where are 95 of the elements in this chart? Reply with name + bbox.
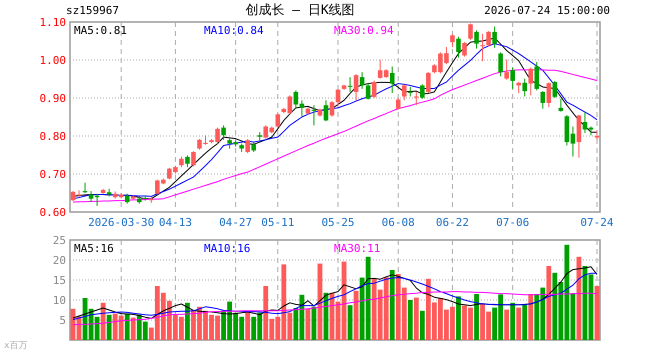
line-series xyxy=(72,291,598,326)
candlestick xyxy=(360,72,364,90)
candlestick xyxy=(498,52,503,77)
candlestick xyxy=(474,30,479,50)
candlestick xyxy=(462,42,467,58)
candlestick xyxy=(552,80,558,98)
candlestick xyxy=(372,80,376,98)
candlestick xyxy=(468,23,473,40)
candlestick xyxy=(528,67,534,96)
y-tick-label: 15 xyxy=(52,274,66,287)
candlestick xyxy=(426,72,431,94)
bar xyxy=(504,310,510,340)
text: 2026-07-24 15:00:00 xyxy=(484,4,610,17)
candlestick xyxy=(546,82,552,108)
bar xyxy=(576,256,582,340)
chart-title: 创成长 — 日K线图 xyxy=(245,3,355,18)
x-tick-label: 07-06 xyxy=(496,216,530,229)
bar xyxy=(516,308,522,340)
y-tick-label: 0.90 xyxy=(40,92,66,105)
candlestick xyxy=(348,76,352,92)
candlestick xyxy=(221,124,226,140)
candlestick xyxy=(390,66,395,94)
bar xyxy=(100,302,106,340)
y-tick-label: 5 xyxy=(59,314,66,327)
bar xyxy=(312,306,316,340)
candlestick xyxy=(522,78,528,97)
candlestick xyxy=(191,150,196,167)
candlestick xyxy=(251,142,256,152)
text: MA5:16 xyxy=(74,242,114,255)
bar xyxy=(318,264,322,340)
candlestick xyxy=(516,82,521,94)
candlestick xyxy=(456,36,461,58)
candlestick xyxy=(504,59,509,80)
candlestick xyxy=(534,61,540,91)
bar xyxy=(245,312,250,340)
y-tick-label: 20 xyxy=(52,254,66,267)
text: sz159967 xyxy=(66,4,119,17)
candlestick xyxy=(540,90,546,110)
y-tick-label: 10 xyxy=(52,294,66,307)
candlestick xyxy=(179,156,184,168)
x-tick-label: 05-11 xyxy=(261,216,294,229)
candlestick xyxy=(558,98,564,112)
bar xyxy=(130,318,136,340)
candlestick xyxy=(594,130,600,141)
bar xyxy=(305,308,310,340)
candlestick xyxy=(354,74,358,101)
bar xyxy=(522,304,528,340)
x-tick-label: 2026-03-30 xyxy=(88,216,154,229)
x-tick-label: 04-13 xyxy=(158,216,192,229)
text: MA5:0.81 xyxy=(74,24,127,37)
bar xyxy=(594,286,600,340)
bar xyxy=(420,310,425,340)
candlestick xyxy=(366,83,370,100)
bar xyxy=(354,290,358,340)
bar xyxy=(414,298,419,340)
candlestick xyxy=(185,154,190,168)
candlestick xyxy=(324,100,328,122)
bar xyxy=(474,294,479,340)
candlestick xyxy=(480,33,485,62)
x-tick-label: 07-24 xyxy=(580,216,614,229)
candlestick xyxy=(330,100,334,118)
bar xyxy=(510,302,516,340)
candlestick xyxy=(396,98,401,110)
text: MA10:16 xyxy=(204,242,250,255)
candlestick xyxy=(492,26,497,48)
y-tick-label: 1.10 xyxy=(40,16,66,29)
candlestick xyxy=(336,88,340,107)
candlestick xyxy=(124,193,130,204)
bar xyxy=(456,296,461,340)
y-tick-label: 0.60 xyxy=(40,206,66,219)
text: x百万 xyxy=(4,341,28,351)
text: MA30:0.94 xyxy=(334,24,394,37)
bar xyxy=(185,302,190,340)
x-tick-label: 04-27 xyxy=(219,216,252,229)
y-tick-label: 0.80 xyxy=(40,130,66,143)
candlestick xyxy=(420,84,425,100)
text: MA30:11 xyxy=(334,242,380,255)
y-tick-label: 0.70 xyxy=(40,168,66,181)
candlestick xyxy=(275,112,280,128)
x-tick-label: 05-25 xyxy=(321,216,355,229)
y-tick-label: 1.00 xyxy=(40,54,66,67)
y-tick-label: 25 xyxy=(52,234,66,247)
x-tick-label: 06-22 xyxy=(436,216,470,229)
bar xyxy=(408,300,413,340)
bar xyxy=(348,305,352,340)
candlestick xyxy=(245,138,250,154)
bar xyxy=(106,314,112,340)
candlestick xyxy=(510,67,515,90)
candlestick xyxy=(408,86,413,97)
candlestick xyxy=(450,34,455,48)
bar xyxy=(324,292,328,340)
candlestick xyxy=(486,30,491,47)
x-tick-label: 06-08 xyxy=(382,216,415,229)
candlestick xyxy=(402,84,407,101)
text: MA10:0.84 xyxy=(204,24,264,37)
